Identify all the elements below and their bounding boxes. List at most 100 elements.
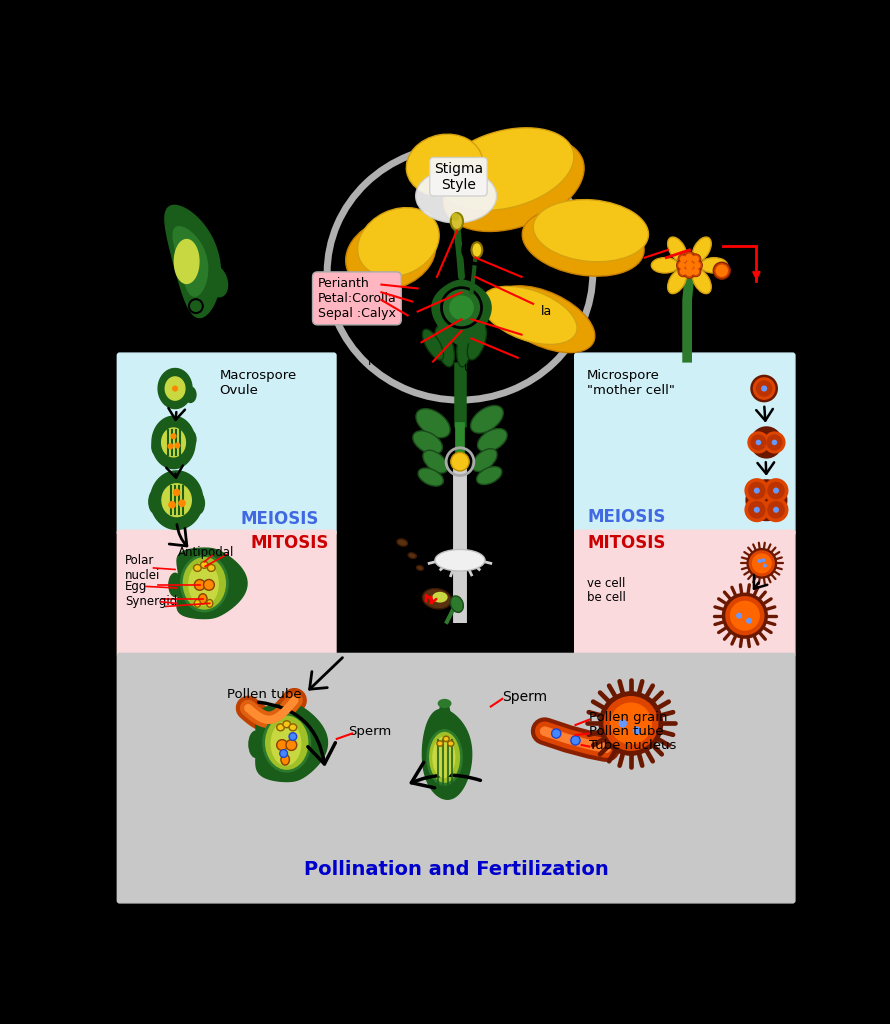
Polygon shape — [166, 377, 185, 400]
Circle shape — [761, 385, 767, 391]
Text: Polar
nuclei: Polar nuclei — [125, 554, 160, 582]
Text: Egg: Egg — [125, 580, 148, 593]
Ellipse shape — [182, 556, 228, 611]
Circle shape — [748, 501, 765, 518]
Ellipse shape — [450, 596, 464, 612]
Circle shape — [746, 479, 788, 521]
Ellipse shape — [478, 428, 507, 452]
Circle shape — [693, 262, 700, 269]
Ellipse shape — [700, 258, 727, 273]
Ellipse shape — [397, 539, 408, 546]
Circle shape — [277, 739, 287, 751]
Text: Pollen tube: Pollen tube — [228, 688, 302, 700]
Ellipse shape — [467, 325, 487, 359]
FancyBboxPatch shape — [117, 530, 336, 656]
Circle shape — [722, 593, 768, 639]
Circle shape — [684, 266, 696, 279]
Circle shape — [772, 439, 777, 445]
Ellipse shape — [416, 169, 497, 223]
Polygon shape — [177, 548, 247, 618]
Ellipse shape — [277, 724, 285, 731]
Ellipse shape — [427, 730, 462, 784]
Ellipse shape — [423, 451, 448, 473]
Circle shape — [685, 254, 693, 262]
Polygon shape — [162, 428, 185, 457]
Circle shape — [204, 580, 214, 590]
Polygon shape — [152, 416, 195, 469]
Circle shape — [691, 254, 701, 264]
Circle shape — [167, 443, 174, 450]
Polygon shape — [174, 226, 207, 296]
Ellipse shape — [433, 592, 448, 602]
Text: Pollen grain: Pollen grain — [589, 711, 668, 724]
Polygon shape — [432, 281, 491, 345]
Circle shape — [754, 487, 760, 494]
Ellipse shape — [283, 721, 290, 728]
Circle shape — [748, 550, 775, 577]
Circle shape — [764, 478, 789, 503]
Text: la: la — [541, 305, 552, 318]
Circle shape — [756, 380, 773, 397]
Ellipse shape — [668, 237, 686, 261]
Ellipse shape — [443, 137, 584, 231]
Circle shape — [680, 268, 687, 275]
Ellipse shape — [435, 550, 485, 571]
Circle shape — [178, 500, 186, 507]
Ellipse shape — [409, 553, 417, 558]
Circle shape — [750, 426, 782, 459]
Ellipse shape — [289, 724, 296, 731]
Text: ucel: ucel — [464, 361, 489, 374]
Ellipse shape — [423, 330, 443, 360]
Ellipse shape — [191, 492, 205, 515]
Ellipse shape — [438, 698, 451, 708]
Ellipse shape — [358, 208, 439, 276]
Circle shape — [773, 507, 779, 513]
Text: Pollen tube: Pollen tube — [589, 725, 664, 737]
Ellipse shape — [188, 562, 219, 605]
Circle shape — [441, 288, 481, 328]
Circle shape — [172, 385, 178, 391]
Circle shape — [746, 617, 752, 624]
Ellipse shape — [457, 329, 471, 367]
Circle shape — [748, 431, 770, 454]
Circle shape — [678, 254, 689, 264]
Text: Antipodal: Antipodal — [178, 546, 234, 559]
Text: MITOSIS: MITOSIS — [251, 534, 329, 552]
Text: Ne: Ne — [368, 355, 384, 368]
Ellipse shape — [198, 594, 207, 604]
Ellipse shape — [168, 572, 182, 597]
FancyBboxPatch shape — [117, 353, 336, 535]
Ellipse shape — [433, 736, 456, 778]
Ellipse shape — [477, 467, 502, 484]
Polygon shape — [165, 206, 221, 317]
Circle shape — [683, 258, 696, 272]
Circle shape — [603, 696, 659, 751]
Ellipse shape — [271, 721, 302, 766]
Ellipse shape — [151, 438, 162, 456]
Circle shape — [610, 702, 652, 744]
FancyBboxPatch shape — [575, 353, 795, 535]
Ellipse shape — [471, 406, 503, 433]
Circle shape — [750, 434, 766, 451]
Text: Macrospore
Ovule: Macrospore Ovule — [220, 369, 297, 397]
Text: be cell: be cell — [587, 591, 626, 604]
Polygon shape — [423, 710, 472, 800]
Ellipse shape — [406, 134, 483, 197]
Circle shape — [713, 262, 731, 280]
Ellipse shape — [206, 599, 213, 607]
Ellipse shape — [439, 701, 450, 724]
Text: Microspore
"mother cell": Microspore "mother cell" — [587, 369, 675, 397]
Ellipse shape — [522, 208, 644, 276]
Ellipse shape — [651, 258, 678, 273]
Circle shape — [748, 481, 765, 500]
Circle shape — [725, 596, 765, 635]
Text: MITOSIS: MITOSIS — [587, 534, 666, 552]
Circle shape — [692, 260, 702, 270]
Circle shape — [767, 501, 785, 518]
Ellipse shape — [692, 269, 711, 294]
Circle shape — [766, 434, 782, 451]
Circle shape — [764, 431, 786, 454]
Ellipse shape — [207, 564, 215, 571]
Circle shape — [173, 488, 181, 497]
Ellipse shape — [281, 755, 289, 765]
